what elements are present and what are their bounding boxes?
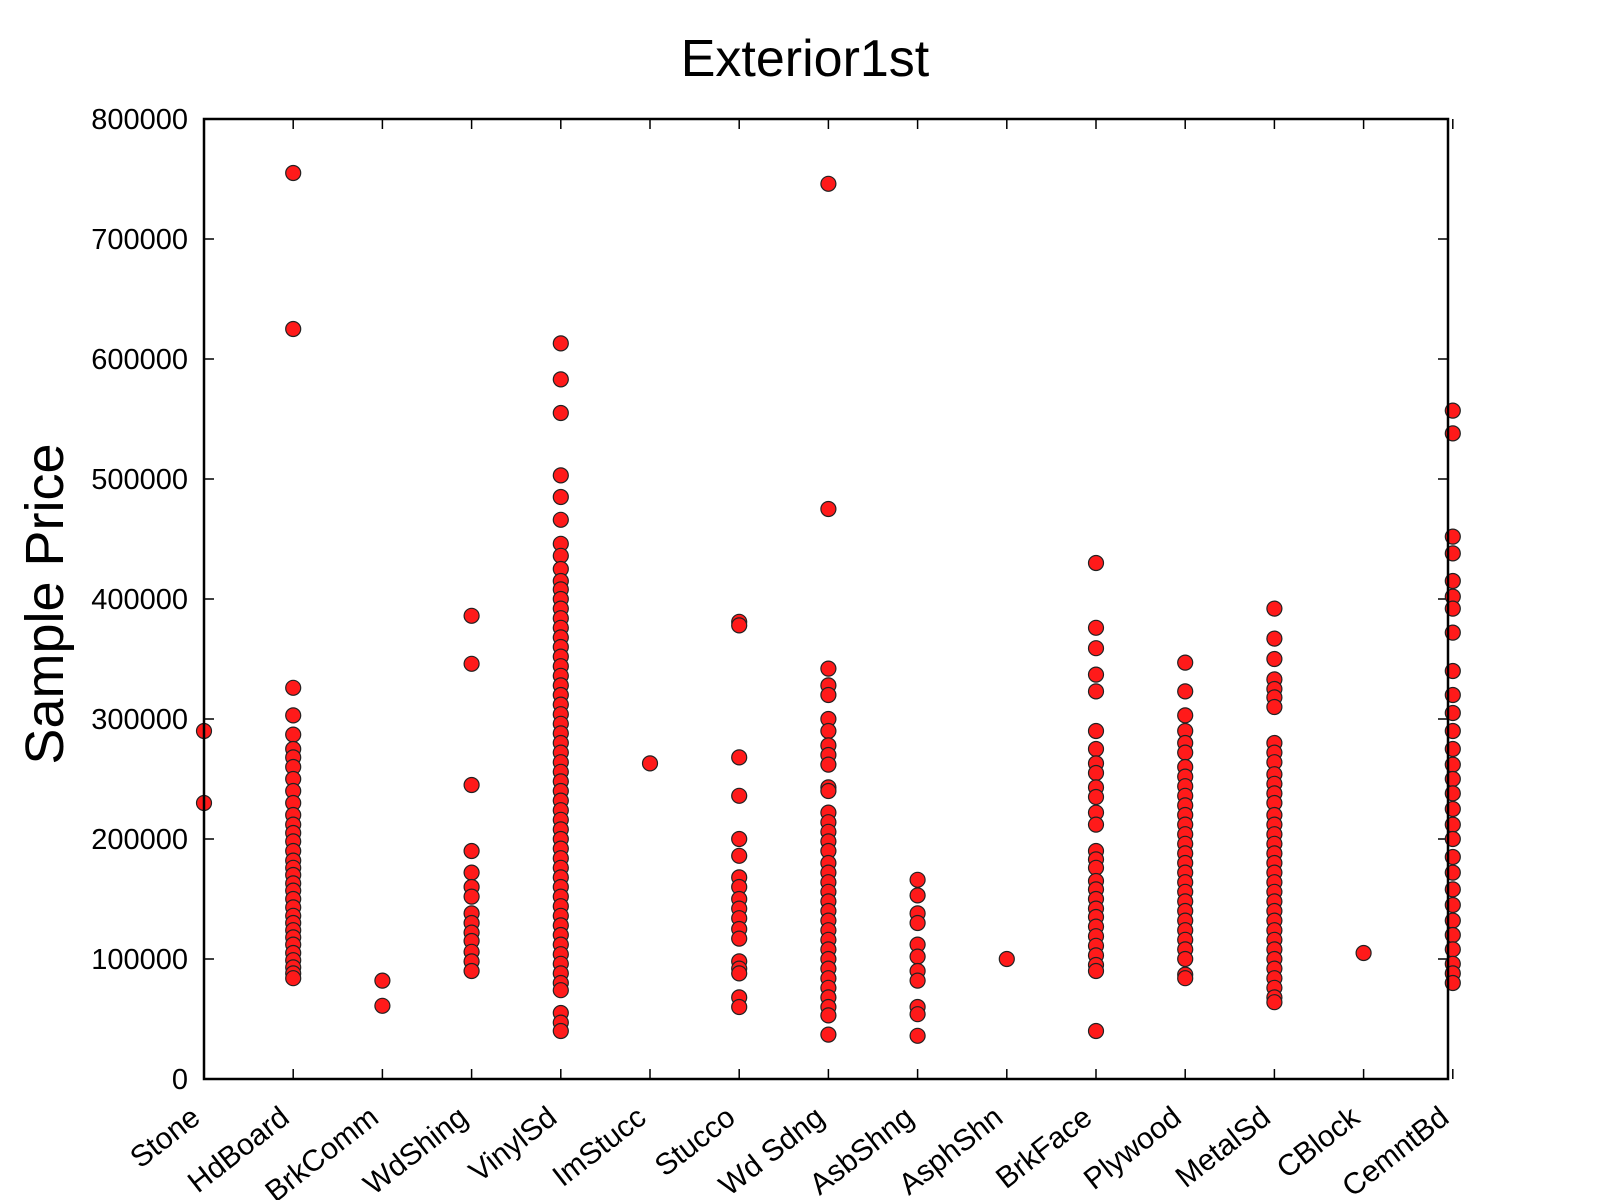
data-point xyxy=(820,660,837,677)
data-point xyxy=(731,998,748,1016)
data-point xyxy=(463,655,480,672)
data-point xyxy=(1087,816,1105,833)
data-point xyxy=(1177,744,1194,761)
y-tick-label: 800000 xyxy=(91,104,188,136)
data-point xyxy=(1087,683,1105,700)
data-point xyxy=(552,982,569,999)
data-point xyxy=(1177,683,1194,700)
x-axis: StoneHdBoardBrkCommWdShingVinylSdImStucc… xyxy=(124,119,1455,1200)
scatter-points xyxy=(195,164,1461,1044)
data-point xyxy=(1087,962,1105,980)
data-point xyxy=(820,782,837,800)
data-point xyxy=(731,749,748,766)
data-point xyxy=(285,679,302,696)
data-point xyxy=(463,962,480,980)
data-point xyxy=(1087,554,1105,572)
data-point xyxy=(374,997,391,1014)
data-point xyxy=(1266,698,1283,716)
data-point xyxy=(998,950,1015,968)
data-point xyxy=(463,842,480,860)
data-point xyxy=(820,1026,837,1043)
y-tick-label: 200000 xyxy=(91,824,188,856)
data-point xyxy=(909,948,926,965)
data-point xyxy=(463,776,480,794)
data-point xyxy=(552,467,569,484)
x-tick-label: VinylSd xyxy=(463,1101,563,1189)
data-point xyxy=(909,887,926,904)
y-tick-label: 0 xyxy=(172,1064,188,1096)
data-point xyxy=(552,371,569,388)
chart-title: Exterior1st xyxy=(681,30,930,88)
y-axis-label: Sample Price xyxy=(15,443,75,764)
data-point xyxy=(1087,619,1105,636)
x-tick-label: ImStucc xyxy=(547,1101,653,1194)
data-point xyxy=(1087,666,1105,683)
data-point xyxy=(552,511,569,528)
data-point xyxy=(374,972,391,989)
data-point xyxy=(285,707,302,724)
data-point xyxy=(1177,970,1194,987)
data-point xyxy=(1087,640,1105,657)
data-point xyxy=(285,726,302,743)
data-point xyxy=(1087,722,1105,740)
data-point xyxy=(820,175,837,192)
x-tick-label: Plywood xyxy=(1078,1101,1188,1197)
data-point xyxy=(731,847,748,864)
data-point xyxy=(1266,994,1283,1011)
data-point xyxy=(1266,600,1283,617)
y-tick-label: 700000 xyxy=(91,224,188,256)
data-point xyxy=(1266,650,1283,668)
data-point xyxy=(909,914,926,932)
data-point xyxy=(285,320,302,338)
data-point xyxy=(552,404,569,422)
y-tick-label: 100000 xyxy=(91,944,188,976)
data-point xyxy=(820,686,837,704)
data-point xyxy=(1177,707,1194,724)
data-point xyxy=(641,755,659,772)
data-point xyxy=(463,888,480,905)
data-point xyxy=(1266,630,1283,647)
data-point xyxy=(463,864,480,881)
data-point xyxy=(731,965,748,982)
data-point xyxy=(1177,950,1194,968)
data-point xyxy=(285,970,302,987)
data-point xyxy=(820,1007,837,1024)
data-point xyxy=(1087,788,1105,806)
data-point xyxy=(1087,740,1105,758)
data-point xyxy=(552,488,569,506)
y-tick-label: 400000 xyxy=(91,584,188,616)
data-point xyxy=(1177,654,1194,671)
plot-frame xyxy=(202,117,1450,1081)
x-tick-label: BrkFace xyxy=(990,1101,1098,1196)
data-point xyxy=(909,1027,926,1044)
y-tick-label: 300000 xyxy=(91,704,188,736)
data-point xyxy=(552,335,569,352)
data-point xyxy=(1087,764,1105,782)
data-point xyxy=(820,756,837,773)
data-point xyxy=(1355,944,1372,962)
y-tick-label: 500000 xyxy=(91,464,188,496)
data-point xyxy=(552,1022,569,1040)
data-point xyxy=(731,617,748,634)
data-point xyxy=(731,830,748,848)
data-point xyxy=(909,871,926,888)
y-tick-label: 600000 xyxy=(91,344,188,376)
data-point xyxy=(909,972,926,989)
data-point xyxy=(1087,1022,1105,1040)
data-point xyxy=(820,500,837,518)
data-point xyxy=(731,787,748,804)
data-point xyxy=(909,1006,926,1023)
y-axis: 0 100000 200000 300000 400000 500000 600000 700… xyxy=(91,104,1448,1096)
data-point xyxy=(285,164,302,182)
data-point xyxy=(820,722,837,740)
x-tick-label: MetalSd xyxy=(1170,1101,1277,1195)
data-point xyxy=(463,607,480,624)
data-point xyxy=(731,930,748,947)
